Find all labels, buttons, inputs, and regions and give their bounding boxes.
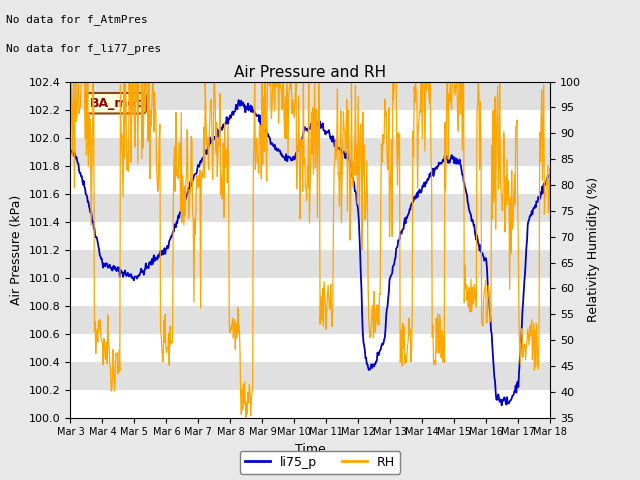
Y-axis label: Air Pressure (kPa): Air Pressure (kPa) [10, 194, 23, 305]
X-axis label: Time: Time [295, 443, 326, 456]
Bar [70, 109, 550, 138]
Legend: li75_p, RH: li75_p, RH [240, 451, 400, 474]
Text: No data for f_AtmPres: No data for f_AtmPres [6, 14, 148, 25]
Bar [70, 193, 550, 222]
Bar [70, 390, 550, 418]
Bar [70, 277, 550, 306]
Bar [70, 138, 550, 166]
Bar [70, 306, 550, 334]
Bar [70, 166, 550, 193]
Bar [70, 222, 550, 250]
Y-axis label: Relativity Humidity (%): Relativity Humidity (%) [587, 177, 600, 322]
Bar [70, 250, 550, 277]
Title: Air Pressure and RH: Air Pressure and RH [234, 65, 387, 81]
Bar [70, 334, 550, 361]
Bar [70, 82, 550, 109]
Text: No data for f_li77_pres: No data for f_li77_pres [6, 43, 162, 54]
Text: BA_met: BA_met [90, 97, 142, 110]
Bar [70, 361, 550, 390]
